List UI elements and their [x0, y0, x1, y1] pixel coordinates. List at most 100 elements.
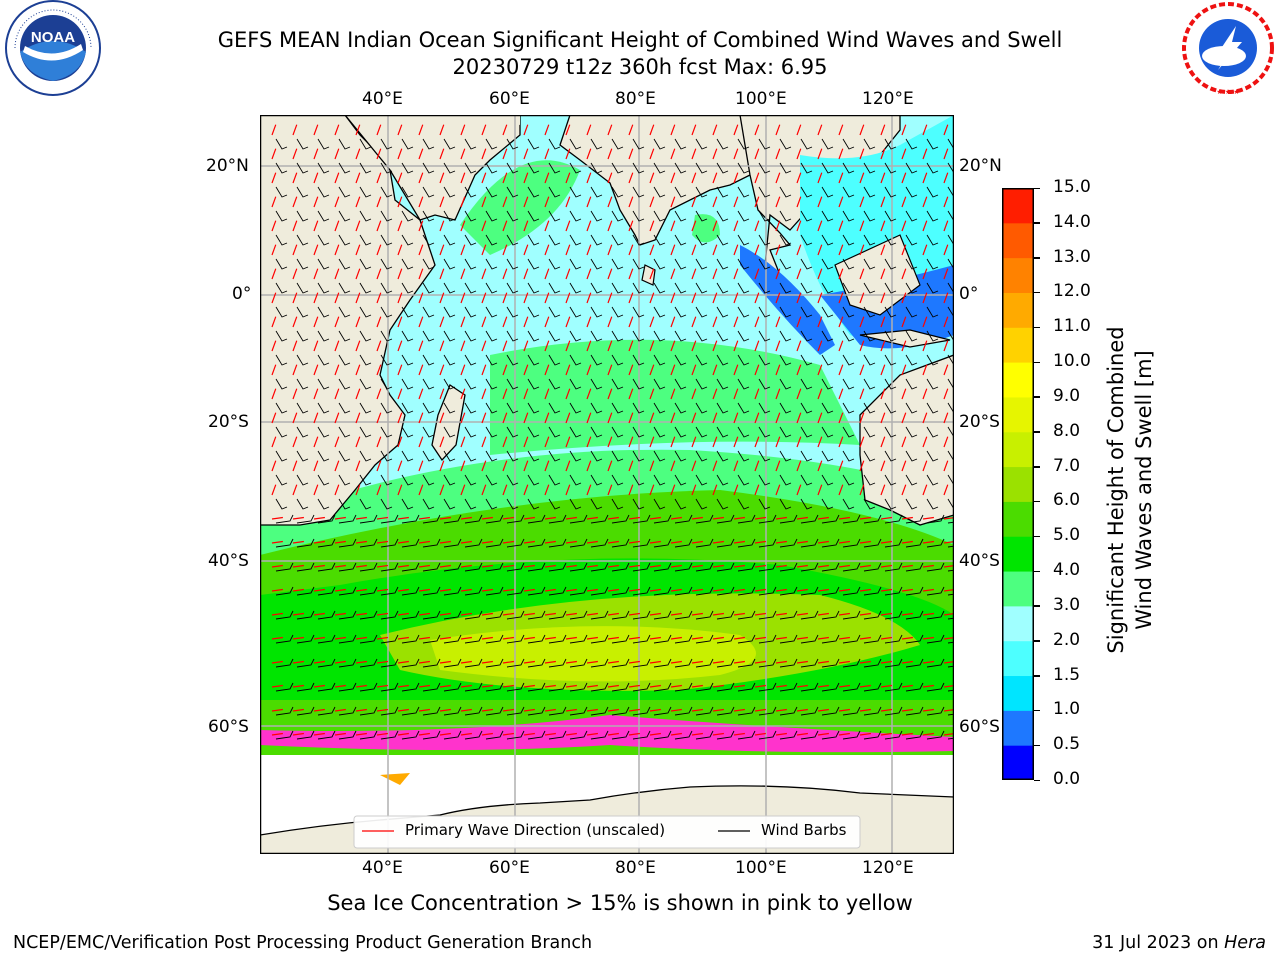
wind-barb — [905, 498, 918, 510]
wind-barb — [695, 186, 708, 198]
wind-barb — [380, 138, 393, 150]
lon-label-top: 40°E — [362, 89, 403, 109]
wave-direction-arrow — [397, 588, 409, 592]
wave-direction-arrow — [796, 708, 808, 712]
wind-barb — [905, 378, 918, 390]
wind-barb — [590, 474, 603, 486]
wind-barb — [422, 378, 435, 390]
wind-barb — [506, 330, 519, 342]
wave-direction-arrow — [607, 340, 613, 352]
wind-barb — [317, 610, 336, 620]
wave-direction-arrow — [733, 124, 739, 136]
wave-direction-arrow — [670, 124, 676, 136]
wave-direction-arrow — [292, 564, 304, 568]
wave-direction-arrow — [502, 588, 514, 592]
wind-barb — [800, 538, 819, 548]
wind-barb — [779, 586, 798, 596]
wave-direction-arrow — [460, 484, 466, 496]
wave-direction-arrow — [649, 340, 655, 352]
wind-barb — [359, 258, 372, 270]
wind-barb — [695, 210, 708, 222]
wave-direction-arrow — [418, 708, 430, 712]
wave-direction-arrow — [502, 124, 508, 136]
wind-barb — [464, 634, 483, 644]
colorbar-tick — [1034, 744, 1040, 747]
wave-direction-arrow — [586, 412, 592, 424]
wave-direction-arrow — [628, 460, 634, 472]
wind-barb — [821, 450, 834, 462]
footer-date: 31 Jul 2023 on Hera — [1092, 933, 1266, 953]
wave-direction-arrow — [460, 364, 466, 376]
wind-barb — [611, 498, 624, 510]
wind-barb — [800, 514, 819, 524]
wave-direction-arrow — [544, 732, 556, 736]
wind-barb — [926, 474, 939, 486]
wind-barb — [800, 330, 813, 342]
wind-barb — [527, 610, 546, 620]
wave-direction-arrow — [376, 732, 388, 736]
wave-direction-arrow — [733, 196, 739, 208]
wave-direction-arrow — [502, 612, 514, 616]
wave-direction-arrow — [418, 196, 424, 208]
wind-barb — [821, 634, 840, 644]
wave-direction-arrow — [481, 460, 487, 472]
wind-barb — [926, 538, 945, 548]
wind-barb — [506, 306, 519, 318]
wind-barb — [443, 162, 456, 174]
wind-barb — [653, 610, 672, 620]
wind-barb — [695, 378, 708, 390]
wind-barb — [863, 450, 876, 462]
colorbar-tick — [1034, 709, 1040, 712]
wave-direction-arrow — [649, 684, 661, 688]
wind-barb — [842, 586, 861, 596]
wind-barb — [527, 706, 546, 716]
wave-direction-arrow — [649, 636, 661, 640]
wind-barb — [716, 306, 729, 318]
wave-direction-arrow — [796, 172, 802, 184]
wave-direction-arrow — [271, 564, 283, 568]
wind-barb — [590, 234, 603, 246]
wave-direction-arrow — [943, 196, 949, 208]
wave-direction-arrow — [292, 196, 298, 208]
wave-direction-arrow — [355, 436, 361, 448]
wave-direction-arrow — [292, 460, 298, 472]
wave-direction-arrow — [355, 244, 361, 256]
wind-barb — [695, 586, 714, 596]
wind-barb — [611, 706, 630, 716]
wave-direction-arrow — [922, 316, 928, 328]
wind-barb — [380, 330, 393, 342]
wave-direction-arrow — [523, 460, 529, 472]
wind-barb — [464, 306, 477, 318]
wave-direction-arrow — [292, 124, 298, 136]
wave-direction-arrow — [355, 684, 367, 688]
wave-direction-arrow — [817, 124, 823, 136]
wind-barb — [821, 730, 840, 740]
wave-direction-arrow — [376, 364, 382, 376]
wave-direction-arrow — [754, 708, 766, 712]
wave-direction-arrow — [334, 172, 340, 184]
wave-direction-arrow — [607, 540, 619, 544]
wind-barb — [275, 330, 288, 342]
wave-direction-arrow — [565, 364, 571, 376]
wind-barb — [338, 354, 351, 366]
wave-direction-arrow — [439, 268, 445, 280]
wave-direction-arrow — [691, 564, 703, 568]
wind-barb — [338, 538, 357, 548]
wind-barb — [296, 450, 309, 462]
wind-barb — [758, 610, 777, 620]
wave-direction-arrow — [460, 196, 466, 208]
wave-direction-arrow — [397, 708, 409, 712]
wave-direction-arrow — [922, 460, 928, 472]
wind-barb — [464, 282, 477, 294]
wave-direction-arrow — [418, 124, 424, 136]
wave-direction-arrow — [355, 484, 361, 496]
wind-barb — [674, 162, 687, 174]
wave-direction-arrow — [838, 292, 844, 304]
wind-barb — [317, 450, 330, 462]
wave-direction-arrow — [292, 292, 298, 304]
wind-barb — [359, 682, 378, 692]
colorbar-segment — [1002, 222, 1034, 259]
wave-direction-arrow — [565, 540, 577, 544]
wave-direction-arrow — [901, 732, 913, 736]
wind-barb — [611, 402, 624, 414]
